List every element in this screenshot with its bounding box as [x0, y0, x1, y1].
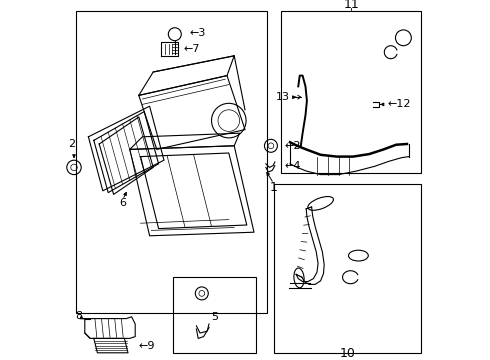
Text: ←12: ←12 [387, 99, 411, 109]
Text: 11: 11 [343, 0, 359, 11]
Text: 13: 13 [276, 92, 290, 102]
Text: 1: 1 [270, 181, 278, 194]
Text: ←9: ←9 [139, 341, 155, 351]
Bar [76, 11, 267, 313]
Text: ←2: ←2 [285, 141, 301, 151]
Text: ←7: ←7 [183, 44, 199, 54]
Text: 10: 10 [340, 347, 356, 360]
Text: ←3: ←3 [189, 28, 206, 38]
Bar [173, 277, 256, 353]
Bar [274, 184, 421, 353]
Text: 2: 2 [68, 139, 75, 149]
Text: 5: 5 [211, 312, 218, 322]
Text: ←4: ←4 [285, 161, 301, 171]
Text: 6: 6 [119, 198, 126, 208]
Text: 8: 8 [75, 311, 82, 321]
Bar [281, 11, 421, 173]
